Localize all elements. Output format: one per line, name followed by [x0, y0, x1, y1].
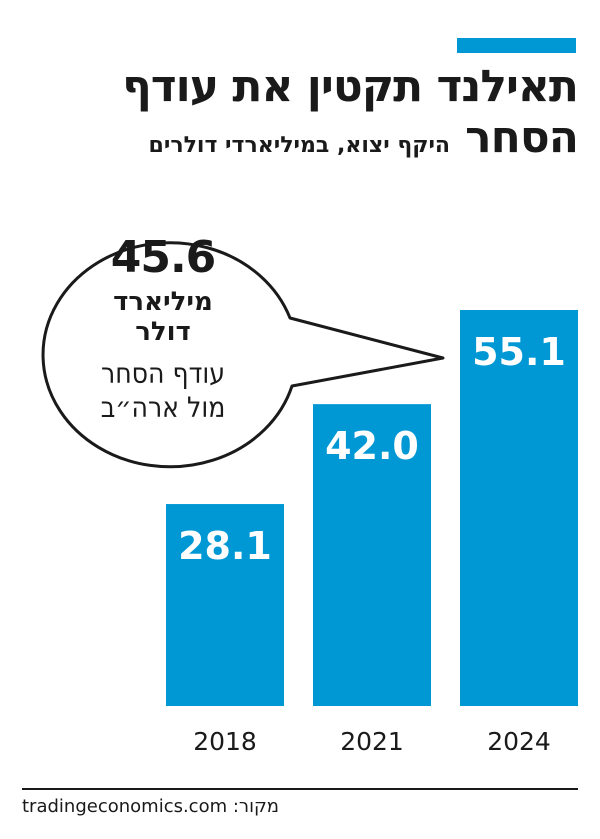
callout-bubble	[41, 241, 445, 469]
callout-desc-line1: עודף הסחר	[101, 357, 225, 390]
bars-layer: 28.1 2018 42.0 2021 55.1 2024	[166, 310, 578, 756]
value-label-2021: 42.0	[325, 424, 419, 468]
chart-subtitle: היקף יצוא, במיליארדי דולרים	[148, 133, 451, 158]
chart-title-line2: הסחר	[465, 112, 579, 163]
bar-2021	[313, 404, 431, 706]
title-row-2: הסחר היקף יצוא, במיליארדי דולרים	[148, 112, 579, 163]
value-label-2024: 55.1	[472, 330, 566, 374]
value-label-2018: 28.1	[178, 524, 272, 568]
callout-description: עודף הסחר מול ארה״ב	[58, 357, 268, 425]
bar-2024	[460, 310, 578, 706]
x-tick-label-2021: 2021	[340, 727, 404, 756]
callout-unit-line2: דולר	[135, 317, 191, 347]
callout-unit: מיליארד דולר	[58, 287, 268, 347]
accent-bar	[457, 38, 576, 53]
x-tick-label-2018: 2018	[193, 727, 257, 756]
callout-value: 45.6	[110, 232, 217, 283]
footer-divider	[22, 788, 578, 790]
bar-2018	[166, 504, 284, 706]
chart-title: תאילנד תקטין את עודף	[122, 61, 579, 112]
callout-unit-line1: מיליארד	[113, 287, 213, 317]
callout-desc-line2: מול ארה״ב	[100, 391, 226, 424]
x-tick-label-2024: 2024	[487, 727, 551, 756]
source-note: tradingeconomics.com :מקור	[22, 796, 279, 817]
